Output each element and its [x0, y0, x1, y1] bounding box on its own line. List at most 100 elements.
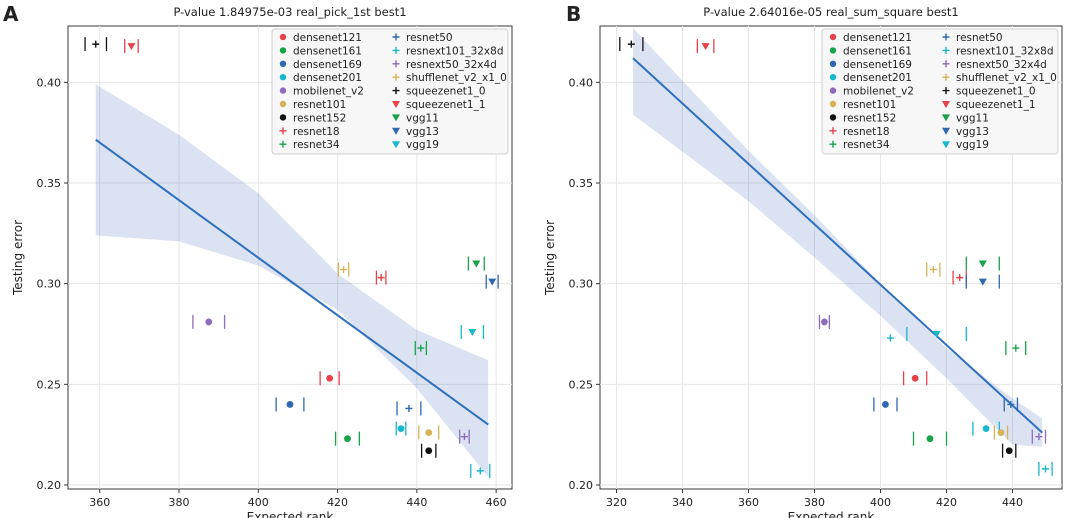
- legend-label: resnext101_32x8d: [406, 45, 504, 57]
- point-marker-circle: [1005, 447, 1013, 455]
- data-point-densenet121: [319, 371, 340, 386]
- legend-item: resnet18: [829, 126, 890, 138]
- data-point-shufflenet_v2_x1_0: [926, 262, 941, 277]
- data-point-resnet18: [375, 270, 387, 285]
- x-tick-label: 460: [486, 496, 507, 509]
- data-point-vgg13: [485, 274, 499, 289]
- y-tick-label: 0.25: [569, 378, 594, 391]
- x-tick-label: 400: [248, 496, 269, 509]
- legend-label: densenet201: [293, 72, 362, 84]
- y-tick-label: 0.35: [569, 177, 594, 190]
- point-marker-plus: [956, 274, 964, 282]
- x-axis-label: Expected rank: [247, 510, 334, 518]
- legend-label: densenet169: [843, 59, 912, 71]
- legend-marker-triangle: [942, 114, 950, 122]
- legend-marker-circle: [829, 60, 837, 67]
- legend-label: vgg13: [956, 126, 989, 138]
- legend-marker-triangle: [942, 141, 950, 149]
- point-marker-circle: [997, 429, 1005, 437]
- data-point-resnet34: [414, 341, 428, 356]
- legend-item: vgg19: [392, 139, 439, 151]
- legend-label: resnet50: [406, 32, 453, 44]
- y-tick-label: 0.20: [37, 479, 62, 492]
- data-point-resnet50: [1003, 397, 1019, 412]
- legend-item: resnet101: [279, 99, 346, 111]
- legend-item: resnet34: [829, 139, 890, 151]
- x-tick-label: 320: [606, 496, 627, 509]
- data-point-resnext50_32x4d: [459, 429, 470, 444]
- point-marker-triangle: [978, 278, 987, 286]
- legend-marker-circle: [829, 74, 837, 81]
- chart-panel-b: 320 340 360 380 400 420 440 0.20 0.25 0.30 0.35 0.4…: [543, 2, 1063, 518]
- point-marker-plus: [1012, 344, 1020, 352]
- legend-marker-triangle: [392, 101, 400, 108]
- point-marker-circle: [205, 318, 213, 326]
- legend-label: resnet34: [293, 139, 340, 151]
- legend-marker-circle: [279, 47, 287, 54]
- legend-item: vgg13: [392, 126, 439, 138]
- legend-marker-plus: [942, 73, 950, 81]
- legend-label: densenet161: [843, 45, 912, 57]
- legend-marker-plus: [279, 140, 287, 148]
- data-point-densenet201: [395, 421, 407, 436]
- y-tick-label: 0.35: [37, 177, 62, 190]
- legend-item: mobilenet_v2: [829, 86, 914, 98]
- legend-item: densenet201: [829, 72, 912, 84]
- point-marker-circle: [397, 425, 405, 433]
- data-point-vgg13: [965, 274, 1000, 289]
- data-point-vgg19: [460, 324, 485, 339]
- data-point-mobilenet_v2: [192, 314, 226, 329]
- y-tick-label: 0.40: [569, 76, 594, 89]
- y-tick-label: 0.30: [37, 278, 62, 291]
- legend-label: shufflenet_v2_x1_0: [956, 72, 1057, 84]
- point-marker-circle: [926, 435, 934, 443]
- point-marker-triangle: [468, 328, 477, 336]
- data-point-densenet169: [873, 397, 898, 412]
- data-point-resnet152: [420, 443, 437, 458]
- legend-marker-triangle: [942, 101, 950, 108]
- point-marker-plus: [1035, 433, 1043, 441]
- x-tick-label: 380: [169, 496, 190, 509]
- y-axis-label: Testing error: [11, 220, 25, 296]
- legend-item: resnet34: [279, 139, 340, 151]
- point-marker-plus: [377, 274, 385, 282]
- x-tick-label: 360: [738, 496, 759, 509]
- data-point-resnet101: [993, 425, 1009, 440]
- point-marker-circle: [286, 401, 294, 408]
- data-point-resnet152: [1001, 443, 1017, 458]
- data-point-vgg11: [965, 256, 1000, 271]
- legend-marker-triangle: [392, 141, 400, 149]
- legend-item: vgg19: [942, 139, 989, 151]
- legend-item: squeezenet1_1: [942, 99, 1036, 111]
- point-marker-plus: [476, 467, 484, 475]
- legend-marker-circle: [279, 33, 287, 41]
- point-marker-triangle: [978, 260, 987, 268]
- legend-marker-triangle: [942, 127, 950, 135]
- legend-item: densenet169: [829, 59, 912, 71]
- legend-item: vgg11: [392, 112, 439, 124]
- legend-label: resnet101: [293, 99, 346, 111]
- point-marker-triangle: [472, 260, 481, 268]
- point-marker-circle: [982, 425, 990, 433]
- legend-label: densenet169: [293, 59, 362, 71]
- point-marker-triangle: [932, 330, 941, 338]
- legend-item: densenet201: [279, 72, 362, 84]
- point-marker-plus: [627, 40, 635, 48]
- x-tick-label: 440: [406, 496, 427, 509]
- point-marker-circle: [344, 435, 351, 443]
- legend-marker-plus: [829, 140, 837, 148]
- legend-item: vgg11: [942, 112, 989, 124]
- data-point-densenet121: [902, 371, 928, 386]
- point-marker-triangle: [488, 278, 497, 286]
- x-tick-label: 400: [870, 496, 891, 509]
- point-marker-triangle: [127, 43, 136, 51]
- point-marker-plus: [1007, 400, 1015, 408]
- data-point-resnext101_32x8d: [1038, 461, 1053, 476]
- legend-box: [271, 28, 509, 155]
- y-tick-label: 0.30: [569, 278, 594, 291]
- data-point-squeezenet1_1: [124, 39, 139, 54]
- legend-item: densenet121: [279, 32, 362, 44]
- legend-marker-circle: [829, 114, 837, 121]
